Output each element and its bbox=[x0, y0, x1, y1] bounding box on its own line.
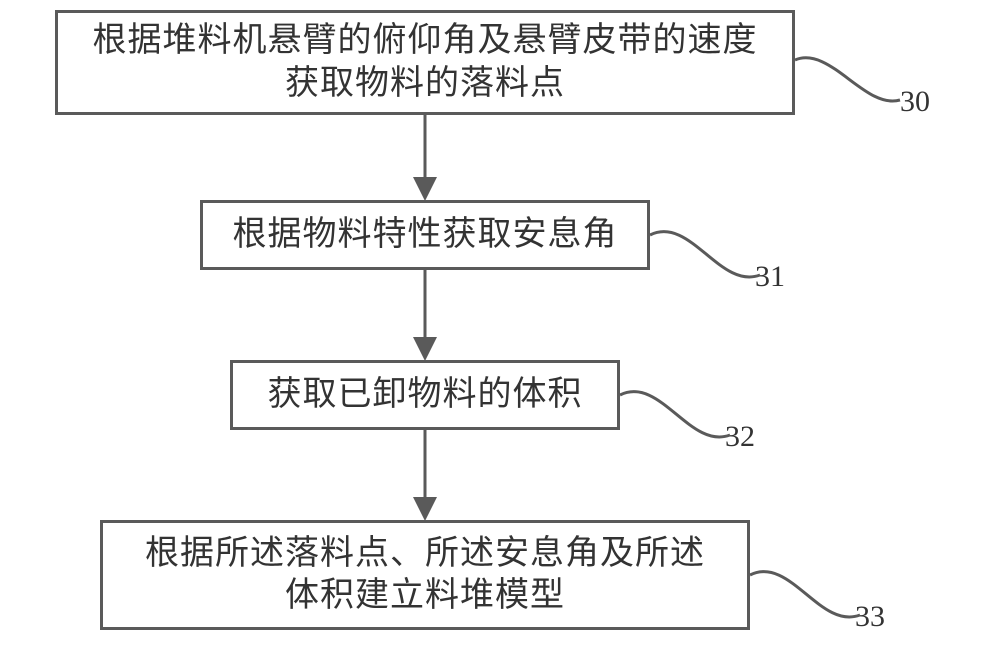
connector-33 bbox=[750, 572, 860, 617]
node-30-line2: 获取物料的落料点 bbox=[285, 65, 565, 102]
flow-node-30-text: 根据堆料机悬臂的俯仰角及悬臂皮带的速度 获取物料的落料点 bbox=[93, 20, 758, 105]
flow-node-33: 根据所述落料点、所述安息角及所述 体积建立料堆模型 bbox=[100, 520, 750, 630]
flow-node-32: 获取已卸物料的体积 bbox=[230, 360, 620, 430]
flow-node-30: 根据堆料机悬臂的俯仰角及悬臂皮带的速度 获取物料的落料点 bbox=[55, 10, 795, 115]
label-31: 31 bbox=[755, 260, 785, 294]
node-30-line1: 根据堆料机悬臂的俯仰角及悬臂皮带的速度 bbox=[93, 22, 758, 59]
flowchart-canvas: 根据堆料机悬臂的俯仰角及悬臂皮带的速度 获取物料的落料点 根据物料特性获取安息角… bbox=[0, 0, 1000, 660]
node-33-line2: 体积建立料堆模型 bbox=[285, 577, 565, 614]
flow-node-33-text: 根据所述落料点、所述安息角及所述 体积建立料堆模型 bbox=[145, 533, 705, 618]
flow-node-32-text: 获取已卸物料的体积 bbox=[268, 374, 583, 417]
connector-30 bbox=[795, 58, 900, 101]
connector-31 bbox=[650, 232, 760, 277]
connector-32 bbox=[620, 392, 730, 437]
node-33-line1: 根据所述落料点、所述安息角及所述 bbox=[145, 535, 705, 572]
label-32: 32 bbox=[725, 420, 755, 454]
label-30: 30 bbox=[900, 85, 930, 119]
label-33: 33 bbox=[855, 600, 885, 634]
flow-node-31-text: 根据物料特性获取安息角 bbox=[233, 214, 618, 257]
flow-node-31: 根据物料特性获取安息角 bbox=[200, 200, 650, 270]
